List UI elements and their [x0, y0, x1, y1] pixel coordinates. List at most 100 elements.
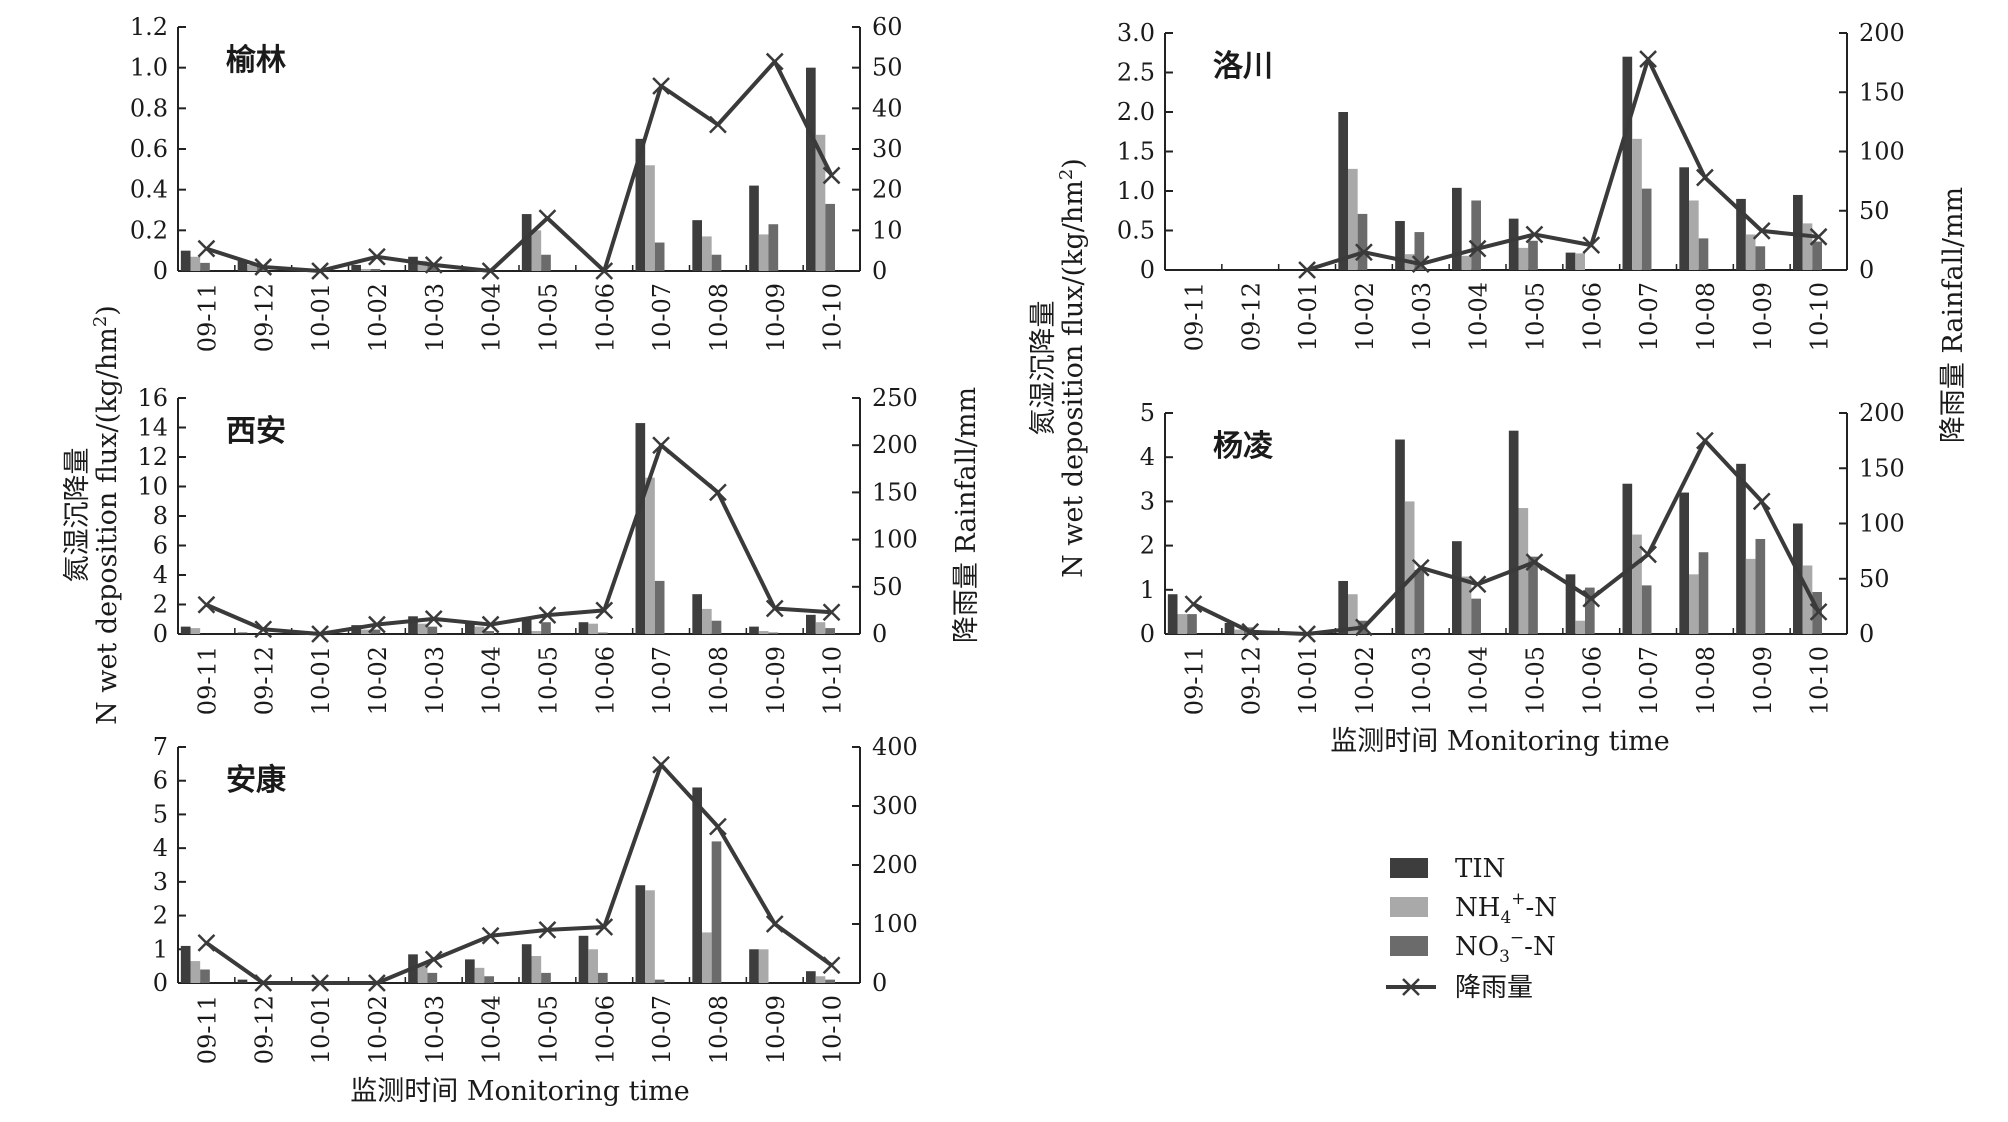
- left-tick-label: 8: [153, 502, 168, 530]
- legend-swatch-nh4: [1390, 897, 1428, 917]
- bar-nh4-10-09: [1745, 234, 1756, 270]
- rainfall-point: [254, 258, 273, 276]
- x-tick-label: 10-03: [421, 646, 449, 715]
- rainfall-point: [1809, 227, 1828, 246]
- bar-nh4-10-10: [1802, 223, 1813, 270]
- rainfall-point: [1355, 243, 1373, 262]
- bar-no3-10-05: [1528, 240, 1538, 270]
- right-tick-label: 150: [1859, 78, 1905, 106]
- bar-nh4-10-02: [361, 629, 371, 634]
- rainfall-point: [1468, 239, 1487, 258]
- left-tick-label: 0.5: [1117, 217, 1155, 245]
- bar-tin-09-12: [237, 260, 248, 271]
- bar-tin-10-03: [1395, 221, 1405, 270]
- bar-tin-09-11: [180, 945, 191, 983]
- left-tick-label: 6: [153, 767, 168, 795]
- x-tick-label: 10-05: [534, 283, 562, 352]
- left-tick-label: 0: [153, 969, 168, 997]
- left-tick-label: 4: [153, 561, 168, 589]
- bar-nh4-10-07: [1632, 138, 1642, 270]
- left-tick-label: 7: [153, 733, 168, 761]
- bar-nh4-10-10: [1802, 565, 1813, 634]
- bar-nh4-10-04: [474, 967, 485, 983]
- rainfall-point: [1696, 168, 1714, 187]
- bar-nh4-10-09: [1745, 558, 1756, 634]
- rainfall-point: [1355, 618, 1373, 637]
- bar-tin-10-08: [692, 787, 703, 983]
- bar-tin-10-06: [1565, 574, 1576, 634]
- bar-nh4-10-03: [417, 260, 428, 271]
- bar-no3-10-08: [1698, 238, 1709, 270]
- panel-yulin: 0 0.2 0.4 0.6 0.8 1.0 1.2 0 10 20 30 40 50 60 09-11 09-…: [130, 13, 903, 352]
- panel-title: 杨凌: [1213, 429, 1274, 464]
- bar-tin-10-09: [1736, 463, 1746, 634]
- x-tick-label: 10-02: [1351, 282, 1379, 351]
- bar-nh4-10-06: [588, 949, 598, 983]
- left-axis-label-en-col1: N wet deposition flux/(kg/hm2): [90, 305, 123, 725]
- right-tick-label: 400: [872, 733, 918, 761]
- bar-nh4-10-07: [1632, 534, 1642, 634]
- right-tick-label: 150: [872, 478, 918, 506]
- rainfall-line: [1192, 438, 1821, 636]
- bar-tin-10-04: [465, 622, 475, 634]
- rainfall-line: [205, 762, 833, 985]
- rainfall-line: [205, 59, 834, 273]
- bar-no3-09-11: [200, 262, 210, 271]
- bar-no3-10-02: [370, 629, 381, 634]
- bar-nh4-10-08: [702, 932, 712, 983]
- bar-nh4-10-05: [1518, 247, 1529, 270]
- bar-tin-09-11: [180, 626, 191, 634]
- rainfall-point: [1809, 603, 1828, 621]
- rainfall-point: [481, 926, 500, 945]
- bar-nh4-10-10: [815, 622, 826, 634]
- rainfall-point: [1298, 625, 1316, 643]
- x-tick-label: 09-12: [250, 283, 278, 352]
- bar-nh4-10-02: [1348, 594, 1358, 634]
- rainfall-point: [822, 166, 841, 185]
- bar-nh4-10-10: [815, 134, 826, 271]
- x-tick-label: 10-06: [1578, 282, 1606, 351]
- rainfall-point: [197, 239, 216, 258]
- bar-no3-10-05: [541, 622, 551, 634]
- x-tick-label: 10-09: [762, 283, 790, 352]
- bar-nh4-10-07: [645, 477, 655, 634]
- x-tick-label: 10-10: [1806, 646, 1834, 715]
- rainfall-point: [424, 256, 443, 274]
- right-tick-label: 30: [872, 135, 903, 163]
- rainfall-point: [822, 956, 841, 975]
- bar-nh4-09-11: [190, 628, 201, 634]
- rainfall-point: [1582, 589, 1601, 608]
- panel-title: 安康: [226, 763, 287, 798]
- left-tick-label: 14: [137, 414, 168, 442]
- bar-no3-10-09: [1755, 538, 1766, 634]
- rainfall-point: [1298, 261, 1316, 279]
- x-tick-label: 10-07: [648, 283, 676, 352]
- x-tick-label: 09-11: [193, 995, 221, 1064]
- bar-tin-10-06: [1565, 252, 1576, 270]
- bar-no3-10-04: [484, 631, 494, 634]
- right-tick-label: 0: [1859, 620, 1874, 648]
- rainfall-point: [1241, 622, 1260, 641]
- left-tick-label: 1.5: [1117, 138, 1155, 166]
- rainfall-point: [311, 974, 329, 992]
- rainfall-point: [1525, 553, 1544, 572]
- bar-no3-10-08: [711, 841, 722, 983]
- bar-tin-10-03: [408, 616, 418, 634]
- rainfall-point: [538, 209, 557, 228]
- bar-nh4-10-02: [1348, 168, 1358, 270]
- bar-nh4-10-05: [1518, 508, 1529, 634]
- x-tick-label: 10-04: [1465, 646, 1493, 715]
- rainfall-point: [1411, 255, 1430, 273]
- x-tick-label: 09-12: [1237, 646, 1265, 715]
- x-tick-label: 10-07: [1635, 646, 1663, 715]
- bar-tin-10-02: [1338, 112, 1349, 270]
- left-tick-label: 0: [153, 257, 168, 285]
- bar-no3-09-11: [200, 969, 210, 983]
- x-tick-label: 10-06: [591, 995, 619, 1064]
- left-axis-label-en-col2: N wet deposition flux/(kg/hm2): [1056, 158, 1089, 578]
- rainfall-point: [368, 247, 386, 266]
- left-tick-label: 1.2: [130, 13, 168, 41]
- right-tick-label: 0: [872, 257, 887, 285]
- left-tick-label: 1.0: [1117, 177, 1155, 205]
